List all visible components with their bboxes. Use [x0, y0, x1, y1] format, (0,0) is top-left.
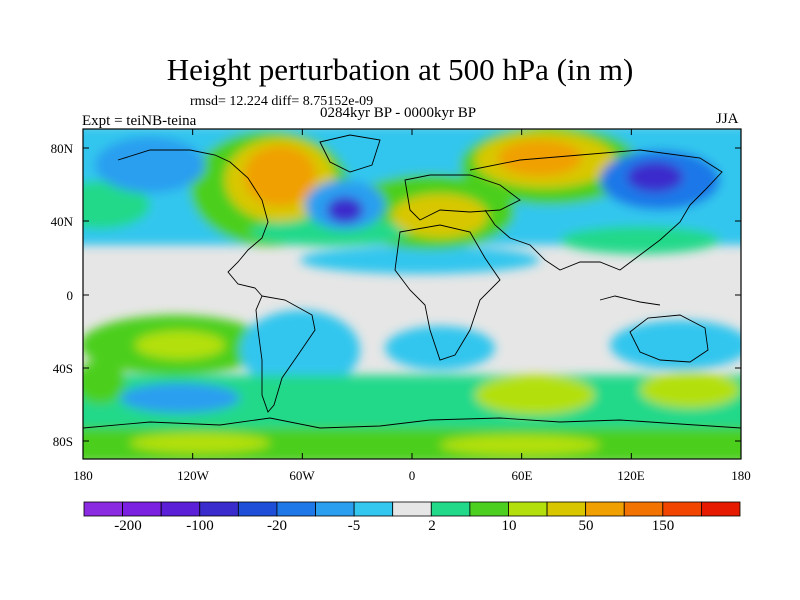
coast-antarctica: [83, 417, 741, 429]
colorbar: [83, 501, 741, 517]
coast-asia: [469, 149, 723, 271]
colorbar-swatch-5: [276, 501, 316, 517]
field-cyan-southpacific: [120, 383, 240, 413]
lat-tick-80n: 80N: [50, 141, 73, 156]
colorbar-label-1: -200: [114, 518, 142, 534]
field-lime-antarctic: [130, 433, 270, 453]
lon-tick-60w: 60W: [289, 468, 315, 483]
lon-tick-180w: 180: [73, 468, 93, 483]
field-mint-pacific: [83, 181, 150, 229]
field-deepblue-pacific: [627, 162, 683, 192]
colorbar-swatch-11: [508, 501, 548, 517]
colorbar-label-3: -20: [267, 518, 287, 534]
field-green-atlantic: [250, 218, 410, 246]
field-lime-antarctic-east: [440, 435, 600, 455]
lon-tick-60e: 60E: [511, 468, 533, 483]
field-cyan-australia: [610, 320, 741, 370]
axis-ticks: [82, 129, 742, 459]
chart-title: Height perturbation at 500 hPa (in m): [166, 52, 634, 87]
field-lime-indian: [475, 375, 595, 415]
colorbar-swatch-7: [353, 501, 394, 517]
colorbar-swatch-8: [392, 501, 432, 517]
colorbar-swatch-1: [122, 501, 162, 517]
lat-tick-0: 0: [66, 288, 74, 303]
colorbar-swatch-0: [83, 501, 123, 517]
coastlines: [83, 134, 741, 429]
experiment-label: Expt = teiNB-teina: [82, 113, 197, 129]
colorbar-swatch-9: [430, 501, 471, 517]
coast-greenland: [319, 134, 381, 173]
coast-south-america: [255, 295, 316, 413]
colorbar-swatch-4: [237, 501, 278, 517]
coast-australia: [629, 314, 709, 363]
colorbar-label-5: 2: [428, 518, 436, 534]
period-label: 0284kyr BP - 0000kyr BP: [320, 105, 477, 121]
coast-indonesia: [599, 295, 661, 306]
lon-tick-0: 0: [408, 468, 416, 483]
lat-tick-80s: 80S: [52, 434, 73, 449]
field-cyan-safrica: [385, 326, 495, 370]
colorbar-swatch-15: [662, 501, 702, 517]
colorbar-swatch-13: [585, 501, 625, 517]
colorbar-swatch-12: [546, 501, 587, 517]
lon-tick-180e: 180: [731, 468, 751, 483]
colorbar-label-7: 50: [578, 518, 594, 534]
lat-tick-40n: 40N: [50, 214, 73, 229]
colorbar-swatch-2: [160, 501, 201, 517]
field-orange-namerica: [244, 146, 316, 206]
field-blue-alaska: [95, 137, 205, 193]
lat-tick-40s: 40S: [52, 361, 73, 376]
colorbar-label-4: -5: [347, 518, 361, 534]
colorbar-swatch-16: [701, 501, 741, 517]
coast-north-america: [117, 149, 269, 297]
field-cyan-samerica: [240, 310, 360, 390]
lon-tick-120w: 120W: [177, 468, 209, 483]
field-yellow-europe: [392, 194, 488, 238]
field-green-westedge: [83, 360, 125, 404]
field-lime-southpacific: [135, 331, 225, 359]
contour-field: [83, 129, 741, 459]
coast-europe: [404, 174, 521, 221]
colorbar-label-8: 150: [651, 518, 675, 534]
coast-africa: [394, 224, 501, 361]
field-cyan-mid: [300, 246, 540, 274]
lon-tick-120e: 120E: [617, 468, 645, 483]
field-deepblue-atlantic: [327, 197, 363, 223]
field-lime-tasman: [640, 372, 740, 408]
stats-label: rmsd= 12.224 diff= 8.75152e-09: [190, 94, 374, 109]
colorbar-label-2: -100: [186, 518, 214, 534]
colorbar-swatch-3: [199, 501, 239, 517]
colorbar-swatch-10: [469, 501, 509, 517]
field-mint-asia: [560, 226, 720, 254]
season-label: JJA: [716, 111, 739, 127]
colorbar-swatch-6: [315, 501, 355, 517]
colorbar-swatch-14: [623, 501, 664, 517]
colorbar-label-6: 10: [501, 518, 517, 534]
